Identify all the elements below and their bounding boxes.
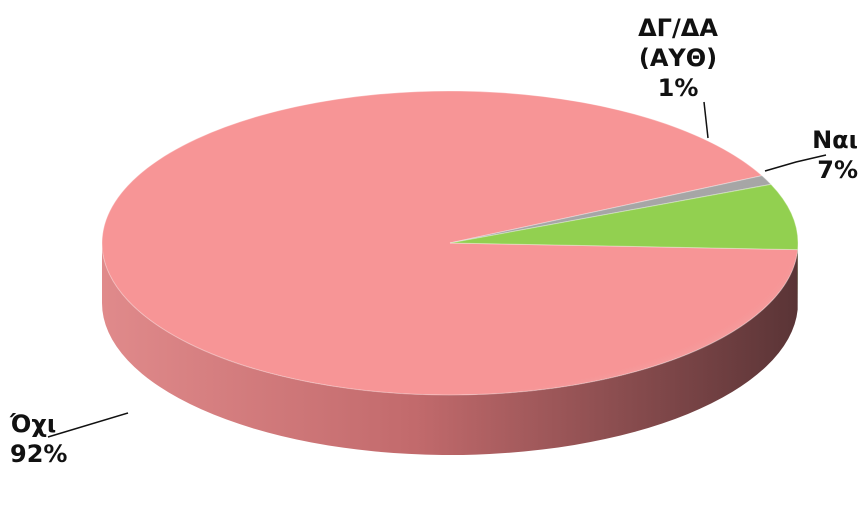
label-dg-da-leader — [703, 101, 709, 139]
slice-dg-da — [449, 175, 773, 244]
label-nai: Ναι 7% — [812, 126, 858, 184]
slice-oxi — [101, 90, 799, 396]
slice-side-oxi — [102, 243, 798, 455]
pie-slices — [101, 90, 799, 396]
label-oxi-leader — [47, 412, 129, 438]
slice-labels: Όχι 92% Ναι 7% ΔΓ/ΔΑ (ΑΥΘ) 1% — [9, 14, 858, 468]
slice-nai — [449, 183, 799, 251]
label-oxi: Όχι 92% — [9, 410, 67, 468]
label-nai-leader — [764, 154, 827, 172]
pie-side-walls — [102, 239, 798, 455]
label-dg-da: ΔΓ/ΔΑ (ΑΥΘ) 1% — [638, 14, 718, 102]
